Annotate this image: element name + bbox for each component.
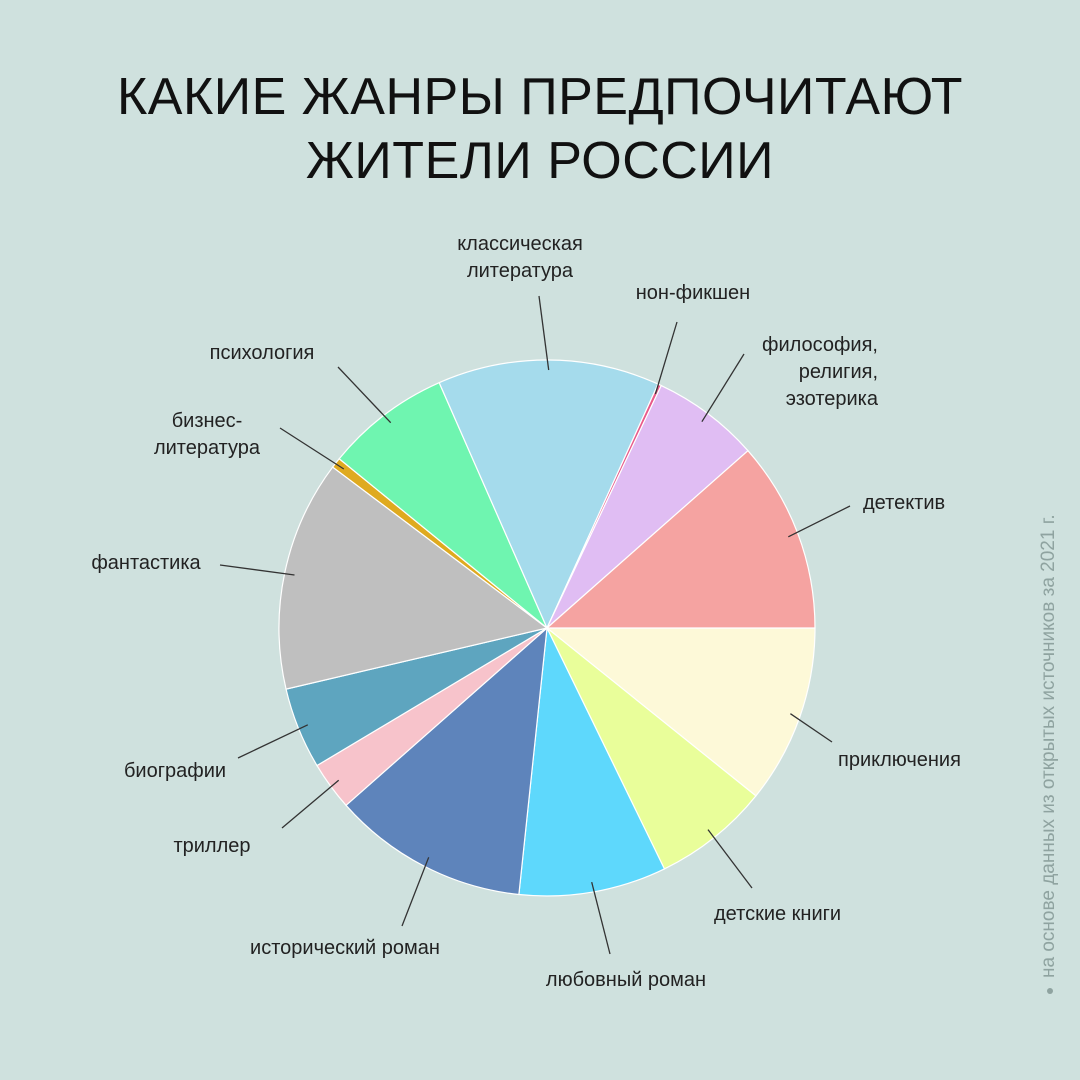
slice-label-biografii: биографии	[124, 760, 226, 782]
slice-label-lyubovnyy-roman: любовный роман	[546, 969, 706, 991]
slice-label-triller: триллер	[173, 835, 250, 857]
leader-line-istoricheskiy-roman	[401, 857, 430, 927]
leader-line-klassicheskaya-literatura	[538, 295, 550, 371]
slice-label-detektiv: детектив	[863, 492, 945, 514]
slice-label-istoricheskiy-roman: исторический роман	[250, 937, 440, 959]
slice-label-non-fikshen: нон-фикшен	[636, 282, 750, 304]
leader-line-detektiv	[788, 505, 851, 538]
leader-line-filosofiya-religiya-ezoterika	[701, 353, 745, 423]
leader-line-fantastika	[219, 564, 295, 576]
leader-line-psihologiya	[337, 366, 392, 424]
chart-title: КАКИЕ ЖАНРЫ ПРЕДПОЧИТАЮТ ЖИТЕЛИ РОССИИ	[0, 65, 1080, 193]
slice-label-priklyucheniya: приключения	[838, 749, 961, 771]
leader-line-biografii	[237, 724, 309, 759]
pie-slice-klassicheskaya-literatura	[438, 359, 659, 630]
pie-slice-istoricheskiy-roman	[345, 626, 548, 896]
chart-title-line-2: ЖИТЕЛИ РОССИИ	[305, 131, 775, 190]
leader-line-detskie-knigi	[707, 829, 753, 889]
leader-line-non-fikshen	[654, 321, 678, 395]
leader-line-triller	[281, 779, 340, 829]
slice-label-fantastika: фантастика	[91, 552, 201, 574]
pie-slices	[278, 359, 816, 897]
leader-line-biznes-literatura	[279, 427, 345, 470]
slice-label-detskie-knigi: детские книги	[714, 903, 841, 925]
pie-slice-lyubovnyy-roman	[518, 625, 666, 897]
pie-slice-priklyucheniya	[545, 627, 816, 797]
source-note: на основе данных из открытых источников …	[1038, 514, 1059, 978]
leader-line-lyubovnyy-roman	[591, 881, 611, 955]
slice-label-klassicheskaya-literatura: классическая литература	[457, 233, 583, 282]
source-note-bullet	[1047, 988, 1053, 994]
leader-line-priklyucheniya	[790, 713, 833, 743]
chart-title-line-1: КАКИЕ ЖАНРЫ ПРЕДПОЧИТАЮТ	[117, 67, 963, 126]
pie-slice-psihologiya	[338, 381, 548, 629]
slice-label-psihologiya: психология	[210, 342, 315, 364]
slice-label-filosofiya-religiya-ezoterika: философия, религия, эзотерика	[762, 334, 879, 410]
pie-slice-filosofiya-religiya-ezoterika	[546, 384, 749, 629]
pie-slice-detektiv	[545, 449, 816, 629]
slice-labels: приключения детские книги любовный роман ис…	[91, 233, 961, 991]
pie-slice-fantastika	[278, 466, 549, 690]
leader-lines	[219, 295, 851, 955]
slice-label-biznes-literatura: бизнес-литература	[154, 410, 261, 459]
